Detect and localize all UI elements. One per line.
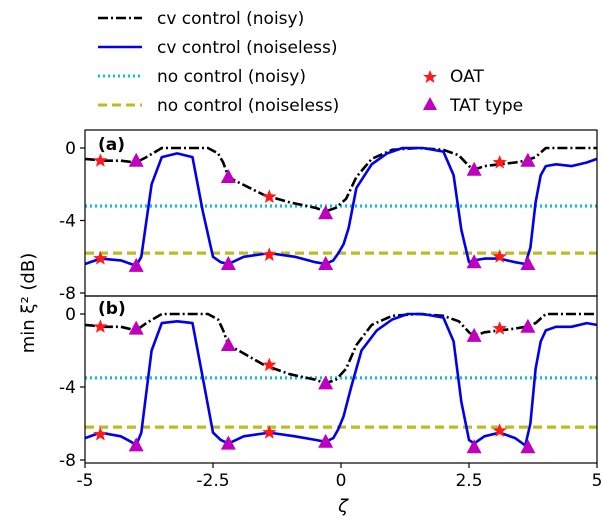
tat-marker [128,320,144,335]
tat-marker [128,257,144,272]
tat-marker [128,437,144,452]
tat-marker [520,256,536,270]
tat-marker [520,318,536,333]
oat-marker [262,425,277,439]
tat-marker [466,439,482,454]
legend-marker-tat [423,97,437,110]
panel-a: 0 -4 -8 (a) [59,129,598,304]
series-cv-noisy-line [85,146,597,213]
legend-marker-oat [423,70,437,83]
tat-marker [220,256,236,270]
y-tick-label: 0 [65,139,76,159]
x-tick-label: 2.5 [455,471,482,491]
panel-a-label: (a) [98,135,125,155]
oat-marker [492,423,507,437]
legend-label-nc-noiseless: no control (noiseless) [157,96,339,116]
y-axis-label: min ξ² (dB) [18,253,39,353]
tat-marker [128,152,144,167]
oat-marker [262,357,277,372]
tat-marker [220,435,236,450]
panel-a-frame [84,129,598,297]
panel-b: 0 -4 -8 -5 -2.5 0 2.5 5 (b) [59,295,603,491]
oat-marker [492,249,507,263]
tat-marker [318,256,334,270]
series-cv-noiseless-line [85,312,597,447]
oat-marker [262,189,277,203]
oat-marker [262,247,277,261]
oat-marker [93,251,108,265]
legend-label-cv-noisy: cv control (noisy) [157,9,304,29]
y-tick-label: -4 [59,378,76,398]
panel-b-label: (b) [98,299,126,319]
tat-marker [520,439,536,454]
y-tick-label: -8 [59,451,76,471]
tat-marker [220,337,236,352]
tat-marker [466,161,482,176]
oat-marker [93,426,108,441]
legend-label-nc-noisy: no control (noisy) [157,67,306,87]
tat-marker [520,152,536,167]
x-tick-label: -2.5 [196,471,229,491]
legend-label-cv-noiseless: cv control (noiseless) [157,38,338,58]
tat-marker [318,375,334,390]
y-tick-label: -4 [59,212,76,232]
oat-marker [93,319,108,333]
oat-marker [492,155,507,169]
legend-label-oat: OAT [450,67,484,87]
y-tick-label: -8 [59,284,76,304]
x-tick-label: -5 [77,471,94,491]
panel-b-frame [84,295,598,464]
x-tick-label: 5 [592,471,603,491]
oat-marker [93,153,108,167]
x-tick-label: 0 [336,471,347,491]
tat-marker [318,205,334,220]
y-tick-label: 0 [65,305,76,325]
legend: cv control (noisy) cv control (noiseless… [98,9,523,116]
tat-marker [466,327,482,342]
tat-marker [466,254,482,269]
legend-label-tat: TAT type [449,96,523,116]
series-cv-noiseless-line [85,146,597,268]
tat-marker [318,433,334,448]
series-cv-noisy-line [85,312,597,385]
tat-marker [220,169,236,183]
x-axis-label: ζ [337,496,349,517]
oat-marker [492,321,507,335]
